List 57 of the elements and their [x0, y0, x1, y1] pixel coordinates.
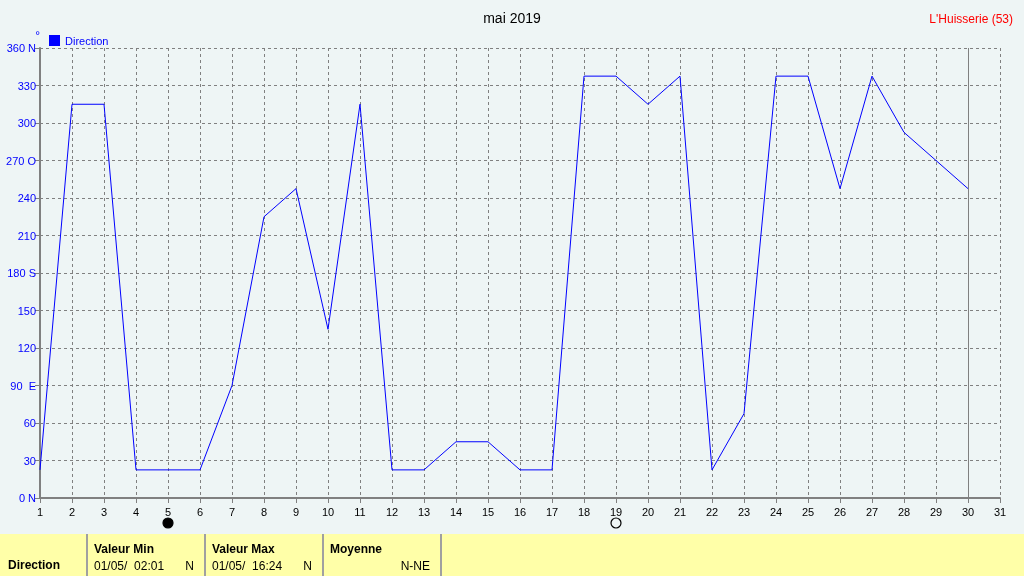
x-tick-label: 17: [545, 505, 559, 518]
text: Valeur Min: [94, 542, 155, 556]
y-tick-label: 330: [17, 79, 36, 92]
x-tick-label: 31: [993, 505, 1007, 518]
y-tick-label: 120: [17, 342, 36, 354]
x-tick-label: 29: [929, 505, 943, 518]
text: 01/05/ 16:24: [212, 559, 283, 573]
x-tick-label: 11: [354, 505, 366, 518]
x-tick-label: 5: [164, 505, 172, 518]
y-tick-label: 270 O: [6, 154, 37, 167]
x-tick-label: 30: [961, 505, 975, 518]
x-tick-label: 28: [897, 505, 911, 518]
text: N: [303, 559, 312, 573]
x-tick-label: 20: [641, 505, 655, 518]
x-tick-label: 16: [513, 505, 527, 518]
x-tick-label: 3: [100, 505, 108, 518]
x-tick-label: 12: [385, 505, 399, 518]
x-tick-label: 26: [833, 505, 847, 518]
chart-title: mai 2019: [483, 10, 542, 26]
y-tick-label: 210: [17, 229, 36, 242]
y-tick-label: 150: [17, 304, 36, 317]
x-tick-label: 27: [865, 505, 879, 518]
chart-subtitle: L'Huisserie (53): [929, 12, 1013, 26]
x-tick-label: 7: [228, 505, 236, 518]
x-tick-label: 14: [449, 505, 463, 518]
y-tick-label: 60: [23, 417, 36, 429]
y-tick-label: 180 S: [7, 267, 36, 279]
text: N-NE: [400, 559, 430, 573]
y-tick-label: 0 N: [18, 492, 37, 504]
legend-label: Direction: [65, 34, 109, 47]
x-tick-label: 1: [36, 505, 44, 518]
y-axis-title: °: [35, 29, 41, 43]
text: 01/05/ 02:01: [94, 559, 165, 573]
x-tick-label: 2: [68, 505, 76, 518]
x-tick-label: 23: [737, 505, 751, 518]
text: Valeur Max: [212, 542, 275, 556]
x-tick-label: 4: [132, 505, 140, 518]
x-tick-label: 15: [481, 505, 495, 518]
text: Moyenne: [330, 542, 383, 556]
x-tick-label: 22: [705, 505, 719, 518]
y-tick-label: 30: [23, 454, 36, 467]
x-tick-label: 19: [609, 505, 623, 518]
x-tick-label: 21: [673, 505, 687, 518]
x-tick-label: 25: [801, 505, 815, 518]
text: Direction: [8, 558, 61, 572]
text: N: [185, 559, 194, 573]
y-tick-label: 360 N: [6, 42, 37, 54]
y-tick-label: 90 E: [10, 379, 36, 392]
x-tick-label: 18: [577, 505, 591, 518]
x-tick-label: 13: [417, 505, 431, 518]
y-tick-label: 300: [17, 117, 36, 129]
x-tick-label: 6: [196, 505, 204, 518]
x-tick-label: 10: [321, 505, 335, 518]
x-tick-label: 24: [769, 505, 783, 518]
x-tick-label: 9: [292, 505, 300, 518]
y-tick-label: 240: [17, 192, 36, 204]
x-tick-label: 8: [260, 505, 268, 518]
